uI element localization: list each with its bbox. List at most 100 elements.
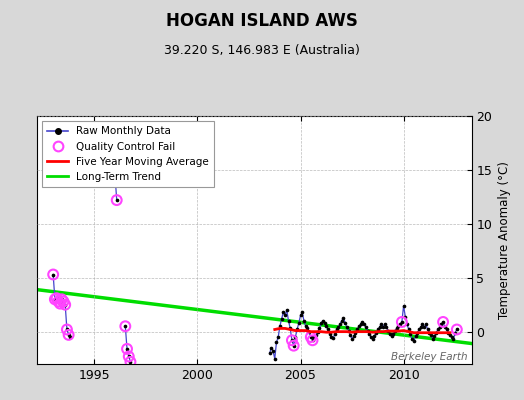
Point [320, 320, 329, 326]
Point [408, 336, 417, 342]
Point [391, 327, 399, 334]
Point [317, 320, 325, 326]
Point [289, 342, 298, 349]
Point [298, 309, 307, 316]
Point [353, 326, 362, 333]
Point [54, 298, 62, 305]
Point [394, 323, 402, 330]
Point [449, 336, 457, 342]
Point [343, 324, 351, 330]
Legend: Raw Monthly Data, Quality Control Fail, Five Year Moving Average, Long-Term Tren: Raw Monthly Data, Quality Control Fail, … [42, 121, 214, 187]
Point [51, 296, 59, 302]
Point [422, 321, 430, 327]
Point [285, 318, 293, 324]
Point [121, 323, 129, 330]
Point [379, 324, 387, 330]
Point [401, 313, 409, 320]
Point [453, 326, 461, 333]
Point [341, 320, 350, 326]
Point [386, 331, 394, 337]
Point [417, 324, 425, 330]
Point [348, 336, 356, 342]
Y-axis label: Temperature Anomaly (°C): Temperature Anomaly (°C) [498, 161, 511, 319]
Point [334, 324, 343, 330]
Point [288, 337, 296, 344]
Point [356, 321, 365, 327]
Point [399, 302, 408, 309]
Point [113, 197, 121, 203]
Point [410, 338, 418, 344]
Point [286, 325, 294, 332]
Point [277, 316, 286, 322]
Point [339, 314, 347, 321]
Point [328, 334, 336, 340]
Point [272, 339, 281, 346]
Point [365, 331, 374, 337]
Point [310, 334, 319, 340]
Point [126, 359, 135, 365]
Point [121, 323, 129, 330]
Point [430, 333, 439, 339]
Point [360, 321, 368, 327]
Point [344, 327, 353, 334]
Point [329, 335, 337, 341]
Point [66, 334, 74, 340]
Point [52, 295, 61, 302]
Point [282, 307, 291, 313]
Point [453, 326, 461, 333]
Point [432, 330, 440, 336]
Point [305, 328, 313, 335]
Text: HOGAN ISLAND AWS: HOGAN ISLAND AWS [166, 12, 358, 30]
Point [293, 326, 301, 333]
Point [336, 321, 344, 327]
Point [59, 298, 68, 305]
Point [111, 172, 119, 178]
Point [435, 324, 444, 330]
Point [63, 326, 71, 333]
Point [423, 326, 432, 333]
Point [374, 326, 382, 333]
Point [63, 326, 71, 333]
Point [123, 346, 131, 352]
Point [429, 336, 437, 342]
Point [437, 321, 445, 327]
Point [372, 330, 380, 336]
Point [54, 298, 62, 305]
Point [324, 326, 332, 333]
Point [113, 197, 121, 203]
Point [444, 330, 452, 336]
Point [61, 302, 69, 308]
Point [451, 330, 460, 336]
Point [319, 318, 327, 324]
Point [52, 295, 61, 302]
Point [325, 331, 334, 337]
Point [434, 326, 442, 333]
Point [308, 337, 316, 344]
Point [406, 331, 414, 337]
Point [398, 319, 406, 325]
Point [276, 323, 284, 330]
Point [312, 332, 320, 338]
Point [308, 337, 316, 344]
Point [125, 353, 133, 360]
Point [439, 319, 447, 325]
Point [49, 271, 57, 278]
Point [59, 298, 68, 305]
Point [389, 331, 398, 337]
Point [415, 326, 423, 333]
Point [269, 348, 277, 354]
Text: Berkeley Earth: Berkeley Earth [390, 352, 467, 362]
Point [56, 300, 64, 307]
Point [270, 356, 279, 362]
Point [392, 325, 401, 332]
Point [307, 334, 315, 340]
Point [403, 321, 411, 327]
Point [375, 324, 384, 330]
Point [307, 334, 315, 340]
Point [266, 350, 274, 356]
Point [368, 336, 377, 342]
Point [346, 332, 355, 338]
Point [446, 332, 454, 338]
Point [125, 353, 133, 360]
Point [61, 302, 69, 308]
